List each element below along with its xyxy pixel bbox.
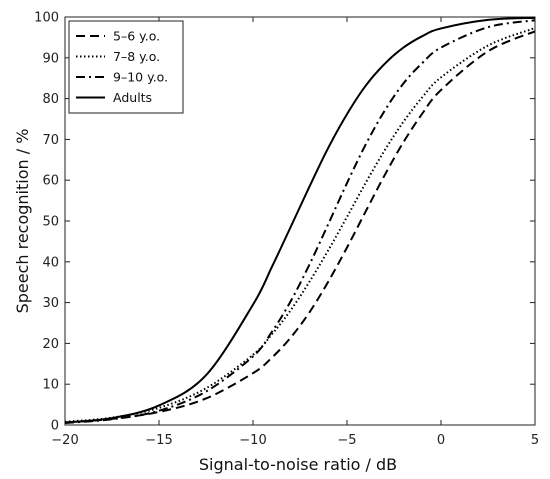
legend-label: 7–8 y.o. [113,49,160,64]
series-line-2 [64,19,536,424]
y-tick-label: 40 [42,255,59,270]
x-tick-label: −10 [239,433,266,448]
y-tick-label: 60 [42,174,59,189]
legend: 5–6 y.o. 7–8 y.o. 9–10 y.o. Adults [68,20,184,114]
legend-label: 5–6 y.o. [113,29,160,44]
legend-label: 9–10 y.o. [113,70,168,85]
x-axis-label: Signal-to-noise ratio / dB [199,455,397,474]
series-line-1 [64,27,536,423]
x-tick-label: −15 [145,433,172,448]
series-lines [64,16,536,424]
x-tick-label: −20 [51,433,78,448]
y-tick-label: 10 [42,378,59,393]
y-tick-label: 0 [51,419,59,434]
series-line-0 [64,30,536,424]
y-tick-label: 30 [42,296,59,311]
series-line-3 [64,16,536,424]
y-axis-label: Speech recognition / % [13,129,32,314]
legend-label: Adults [113,90,152,105]
x-tick-label: 5 [531,433,539,448]
y-tick-label: 20 [42,337,59,352]
y-tick-label: 80 [42,92,59,107]
y-tick-label: 70 [42,133,59,148]
y-tick-label: 50 [42,215,59,230]
y-tick-label: 90 [42,51,59,66]
x-tick-label: −5 [337,433,356,448]
x-tick-label: 0 [437,433,445,448]
y-tick-label: 100 [34,11,59,26]
